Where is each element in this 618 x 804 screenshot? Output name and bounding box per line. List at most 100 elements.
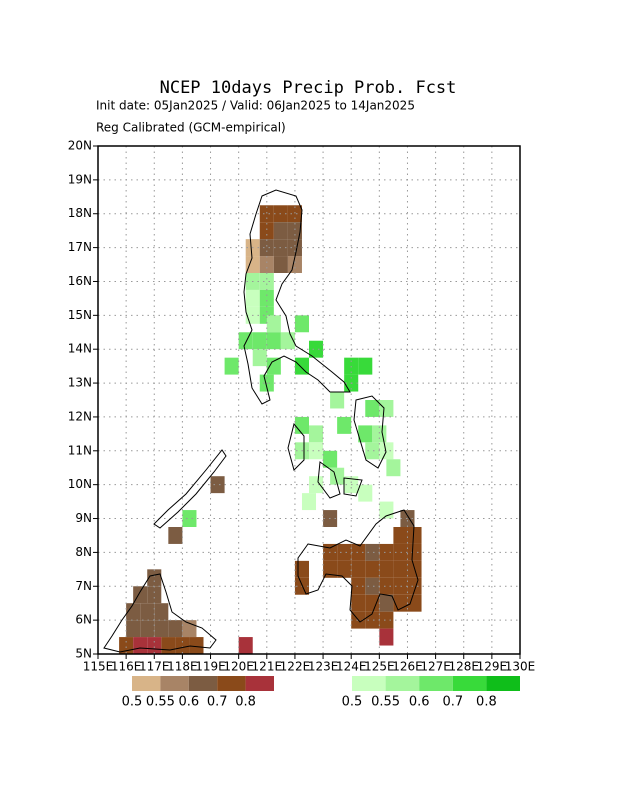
grid-cell — [140, 620, 155, 638]
grid-cell — [224, 357, 239, 375]
coastline — [103, 573, 217, 653]
grid-cell — [294, 357, 309, 375]
grid-cell — [365, 577, 380, 595]
coastline — [353, 395, 387, 469]
x-tick-label: 119E — [195, 660, 226, 674]
grid-cell — [393, 577, 408, 595]
grid-cell — [182, 510, 197, 527]
grid-cell — [287, 205, 302, 223]
grid-cell — [189, 637, 204, 654]
y-tick-label: 10N — [68, 477, 92, 491]
legend-label: 0.6 — [409, 695, 430, 710]
x-tick-label: 123E — [308, 660, 339, 674]
grid-cell — [273, 222, 288, 240]
y-tick-label: 8N — [75, 545, 92, 559]
grid-cell — [351, 577, 366, 595]
legend-label: 0.6 — [178, 695, 199, 710]
grid-cell — [365, 594, 380, 612]
grid-cell — [301, 493, 317, 511]
x-tick-label: 130E — [505, 660, 536, 674]
grid-cell — [259, 239, 274, 257]
grid-cell — [379, 611, 394, 629]
legend-label: 0.55 — [146, 695, 175, 710]
y-tick-label: 17N — [68, 240, 92, 254]
coastline — [243, 189, 351, 405]
grid-cell — [379, 442, 394, 460]
grid-cell — [294, 560, 309, 578]
y-tick-label: 16N — [68, 274, 92, 288]
subtitle: Init date: 05Jan2025 / Valid: 06Jan2025 … — [96, 99, 415, 113]
legend: 0.5 0.55 0.6 0.7 0.8 0.5 0.55 0.6 0.7 0.8 — [122, 676, 520, 710]
grid-cell — [259, 273, 274, 290]
grid-cell — [259, 289, 274, 307]
grid-cell — [323, 450, 338, 468]
grid-cell — [140, 603, 155, 621]
y-tick-label: 13N — [68, 376, 92, 390]
grid-cell — [133, 586, 148, 604]
legend-label: 0.7 — [207, 695, 228, 710]
legend-swatch — [352, 676, 386, 691]
grid-cell — [182, 620, 197, 638]
grid-cell — [379, 543, 394, 561]
x-tick-label: 126E — [392, 660, 423, 674]
chart-title: NCEP 10days Precip Prob. Fcst — [160, 78, 457, 98]
grid-cell — [309, 476, 324, 494]
grid-cell — [379, 628, 394, 646]
grid-cell — [245, 289, 260, 307]
grid-cell — [259, 205, 274, 223]
grid-cell — [133, 637, 148, 654]
grid-cell — [147, 586, 162, 604]
grid-cell — [309, 442, 324, 460]
grid-cell — [379, 577, 394, 595]
grid-cell — [126, 620, 141, 638]
x-tick-label: 121E — [252, 660, 283, 674]
legend-swatch — [217, 676, 246, 691]
grid-cell — [168, 527, 183, 544]
legend-label: 0.8 — [476, 695, 497, 710]
grid-cell — [147, 637, 162, 654]
x-tick-label: 124E — [336, 660, 367, 674]
grid-cell — [168, 620, 183, 638]
grid-cell — [407, 594, 422, 612]
y-tick-label: 14N — [68, 342, 92, 356]
grid-cell — [365, 543, 380, 561]
grid-cell — [154, 620, 169, 638]
grid-cell — [379, 400, 394, 417]
x-tick-label: 115E — [83, 660, 114, 674]
legend-swatch — [452, 676, 487, 691]
grid-cell — [294, 416, 309, 434]
grid-cell — [273, 256, 288, 273]
grid-cell — [393, 527, 408, 544]
grid-cell — [358, 357, 373, 375]
legend-swatch — [419, 676, 453, 691]
grid-cell — [287, 256, 302, 273]
grid-cell — [259, 222, 274, 240]
grid-cell — [259, 256, 274, 273]
grid-cell — [407, 527, 422, 544]
grid-cell — [126, 603, 141, 621]
y-tick-label: 6N — [75, 613, 92, 627]
y-tick-label: 5N — [75, 647, 92, 661]
x-tick-label: 129E — [477, 660, 508, 674]
x-tick-label: 125E — [364, 660, 395, 674]
grid-cell — [238, 637, 253, 654]
x-tick-label: 127E — [420, 660, 451, 674]
x-tick-label: 118E — [167, 660, 198, 674]
grid-cell — [337, 543, 352, 561]
y-tick-label: 18N — [68, 206, 92, 220]
grid-cell — [365, 560, 380, 578]
legend-label: 0.7 — [442, 695, 463, 710]
grid-cell — [266, 315, 281, 333]
grid-cell — [287, 222, 302, 240]
legend-swatch — [486, 676, 520, 691]
grid-cell — [351, 560, 366, 578]
grid-cell — [175, 637, 190, 654]
legend-swatch — [132, 676, 161, 691]
legend-swatch — [188, 676, 218, 691]
grid-cell — [309, 340, 324, 358]
legend-label: 0.8 — [235, 695, 256, 710]
grid-cell — [337, 560, 352, 578]
subtitle: Reg Calibrated (GCM-empirical) — [96, 121, 286, 135]
